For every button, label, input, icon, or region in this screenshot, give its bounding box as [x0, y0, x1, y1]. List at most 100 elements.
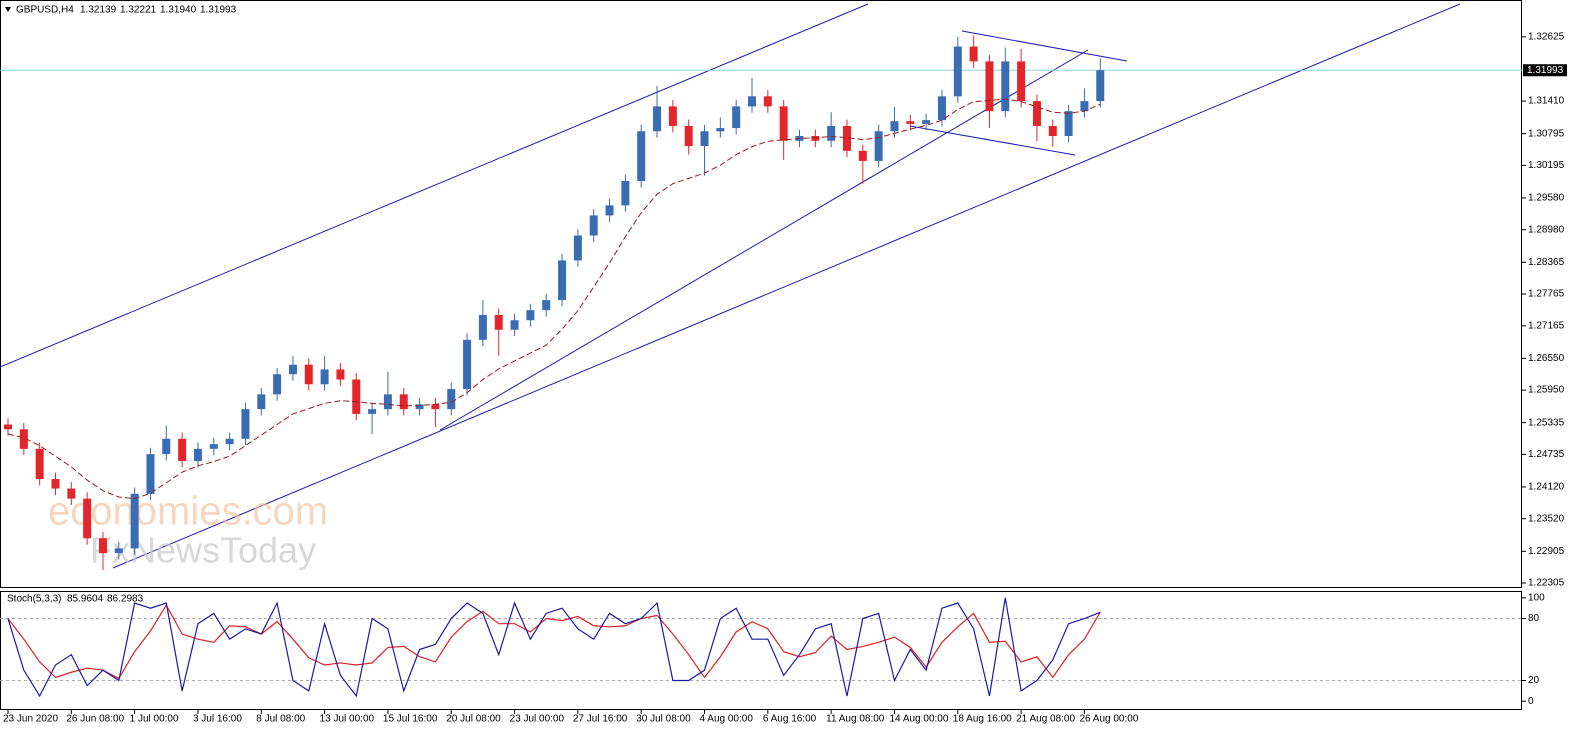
candle-body: [937, 96, 946, 121]
candle-body: [589, 215, 598, 236]
candle-body: [621, 181, 630, 206]
candle-body: [130, 493, 139, 549]
candle-body: [558, 260, 567, 301]
x-tick-label: 14 Aug 00:00: [889, 714, 948, 725]
stoch-panel: [0, 591, 1522, 710]
x-tick-label: 27 Jul 16:00: [573, 714, 628, 725]
candle-body: [526, 310, 535, 321]
candle-body: [209, 444, 218, 449]
candle-body: [114, 548, 123, 554]
x-tick-label: 6 Aug 16:00: [763, 714, 817, 725]
x-tick-label: 20 Jul 08:00: [446, 714, 501, 725]
y-tick-label: 1.22905: [1528, 546, 1565, 557]
candle-body: [748, 96, 757, 107]
candle-body: [431, 404, 440, 410]
candle-body: [906, 121, 915, 124]
candle-body: [146, 454, 155, 494]
current-price-box: [1523, 64, 1567, 77]
y-tick-label: 1.25335: [1528, 417, 1565, 428]
y-tick-label: 1.22305: [1528, 578, 1565, 589]
candle-body: [779, 106, 788, 141]
candle-body: [4, 424, 12, 430]
x-tick-label: 11 Aug 08:00: [826, 714, 885, 725]
trendline: [439, 49, 1089, 431]
candle-body: [447, 389, 456, 410]
candle-body: [35, 448, 44, 480]
candle-body: [653, 106, 662, 132]
candle-body: [1080, 101, 1089, 112]
x-tick-label: 1 Jul 00:00: [130, 714, 179, 725]
candle-body: [273, 374, 282, 395]
y-tick-label: 1.29580: [1528, 193, 1565, 204]
menu-arrow[interactable]: [5, 7, 11, 12]
x-tick-label: 26 Jun 08:00: [66, 714, 124, 725]
trendline: [0, 3, 869, 368]
candle-body: [510, 320, 519, 330]
current-price-label: 1.31993: [1527, 65, 1564, 76]
x-tick-label: 3 Jul 16:00: [193, 714, 242, 725]
y-tick-label: 100: [1528, 592, 1545, 603]
candle-body: [83, 498, 92, 539]
y-tick-label: 1.27165: [1528, 320, 1565, 331]
trendline: [961, 30, 1128, 62]
candle-body: [953, 46, 962, 97]
x-tick-label: 4 Aug 00:00: [700, 714, 754, 725]
candle-body: [985, 61, 994, 112]
candle-body: [51, 479, 60, 489]
header-value: 1.31940: [160, 5, 197, 16]
candle-body: [637, 131, 646, 182]
header-value: 1.32221: [120, 5, 157, 16]
header-value: 1.31993: [200, 5, 237, 16]
candle-body: [1032, 101, 1041, 126]
x-tick-label: 30 Jul 08:00: [636, 714, 691, 725]
candle-body: [1001, 61, 1010, 112]
candle-body: [922, 120, 931, 124]
candle-body: [98, 538, 107, 554]
candle-body: [463, 339, 472, 390]
candle-body: [1017, 61, 1026, 102]
candle-body: [19, 429, 28, 449]
candle-body: [241, 409, 250, 439]
x-tick-label: 13 Jul 00:00: [320, 714, 375, 725]
candle-body: [1064, 111, 1073, 137]
stoch-value: 86.2983: [107, 594, 144, 605]
candle-body: [573, 235, 582, 261]
trendlines: [0, 3, 1461, 569]
y-tick-label: 1.28980: [1528, 224, 1565, 235]
candle-body: [542, 300, 551, 311]
y-tick-label: 0: [1528, 696, 1534, 707]
candle-body: [1048, 125, 1057, 137]
y-tick-label: 20: [1528, 675, 1540, 686]
candle-body: [684, 125, 693, 147]
x-tick-label: 18 Aug 16:00: [953, 714, 1012, 725]
y-tick-label: 1.30195: [1528, 160, 1565, 171]
candle-body: [811, 136, 820, 141]
stoch-value: 85.9604: [67, 594, 104, 605]
y-tick-label: 1.30795: [1528, 128, 1565, 139]
header-value: 1.32139: [80, 5, 117, 16]
watermark: economies.com: [48, 490, 328, 534]
trendline: [909, 125, 1076, 156]
x-tick-label: 21 Aug 08:00: [1016, 714, 1075, 725]
y-tick-label: 1.31410: [1528, 96, 1565, 107]
candle-body: [1096, 70, 1105, 102]
y-tick-label: 1.26550: [1528, 353, 1565, 364]
candle-body: [257, 394, 266, 410]
candle-body: [827, 125, 836, 141]
y-tick-label: 1.25950: [1528, 385, 1565, 396]
candle-body: [668, 106, 677, 126]
trendline: [112, 3, 1461, 569]
candle-body: [858, 150, 867, 161]
candle-body: [193, 448, 202, 462]
candle-body: [352, 379, 361, 414]
candle-body: [288, 364, 297, 375]
candle-body: [969, 46, 978, 62]
stoch-line: [7, 603, 1101, 680]
candle-body: [874, 131, 883, 161]
candle-body: [178, 438, 187, 462]
y-tick-label: 80: [1528, 613, 1540, 624]
y-tick-label: 1.28365: [1528, 257, 1565, 268]
y-tick-label: 1.24735: [1528, 449, 1565, 460]
